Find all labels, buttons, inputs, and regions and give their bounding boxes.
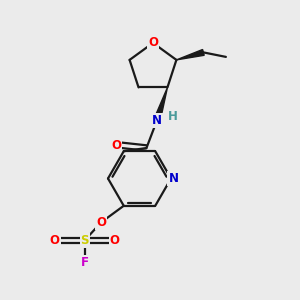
Text: H: H	[168, 110, 178, 123]
Text: F: F	[81, 256, 89, 269]
Text: N: N	[168, 172, 178, 185]
Text: O: O	[50, 234, 60, 247]
Text: S: S	[80, 234, 89, 247]
Text: O: O	[148, 36, 158, 50]
Polygon shape	[176, 50, 204, 60]
Text: O: O	[96, 216, 106, 229]
Polygon shape	[154, 87, 167, 122]
Text: O: O	[112, 139, 122, 152]
Text: O: O	[110, 234, 120, 247]
Text: N: N	[152, 114, 162, 127]
